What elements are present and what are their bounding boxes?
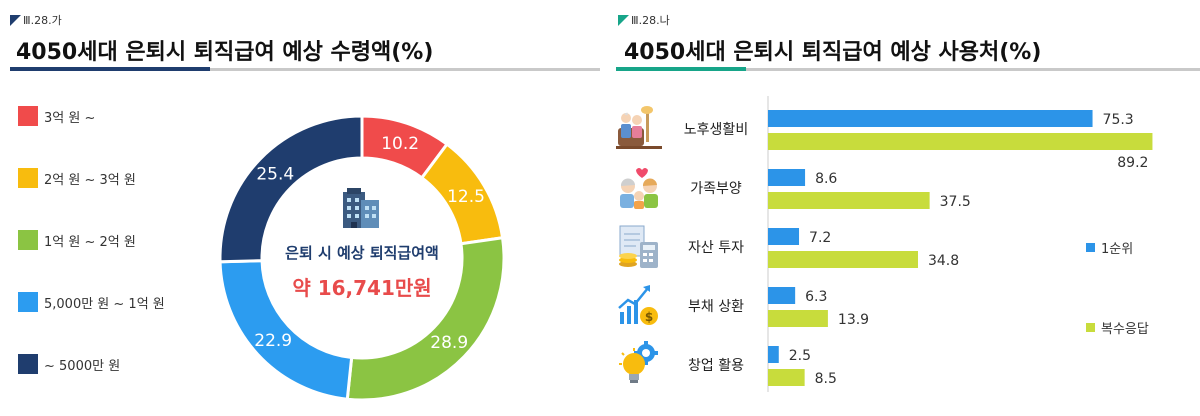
donut-slice [218,114,364,264]
bar-value-label: 37.5 [940,194,971,210]
category-label: 창업 활용 [688,358,744,374]
figure-tag-text: Ⅲ.28.나 [631,14,670,27]
lightbulb-gear-icon [619,341,658,383]
title-rule-right [616,68,1200,71]
bar-legend-item: 1순위 [1086,238,1133,257]
bar-value-label: 8.5 [815,371,837,387]
figure-tag-left: Ⅲ.28.가 [10,12,62,28]
legend-item: ~ 5000만 원 [18,354,120,374]
bar-value-label: 75.3 [1103,112,1134,128]
chart-title-left: 4050세대 은퇴시 퇴직급여 예상 수령액(%) [16,40,434,65]
legend-swatch [18,354,38,374]
corner-marker-icon [10,14,21,26]
category-label: 가족부양 [690,181,742,197]
bar-legend-label: 복수응답 [1101,322,1149,337]
title-rule-left [10,68,600,71]
office-building-icon [343,188,379,228]
corner-marker-icon [618,14,629,26]
bar [768,346,779,363]
bar [768,169,806,186]
bar [768,369,805,386]
bar-value-label: 13.9 [838,312,869,328]
bar-legend-swatch [1086,323,1095,332]
bar-legend-item: 복수응답 [1086,318,1149,337]
figure-tag-right: Ⅲ.28.나 [618,12,670,28]
slice-value-label: 10.2 [381,134,419,154]
slice-value-label: 22.9 [254,331,292,351]
center-value-text: 약 16,741만원 [292,276,432,300]
legend-swatch [18,292,38,312]
svg-text:$: $ [645,310,653,324]
legend-item: 2억 원 ~ 3억 원 [18,168,136,188]
center-title-text: 은퇴 시 예상 퇴직급여액 [285,244,439,262]
bar-value-label: 8.6 [815,171,837,187]
figure-tag-text: Ⅲ.28.가 [23,14,62,27]
bar [768,251,918,268]
bar-chart: 75.3 89.2 8.6 37.5 7.2 34.8 6.3 13.9 2.58.5 [767,96,1153,392]
bar-value-label: 6.3 [805,289,827,305]
bar [768,310,828,327]
legend-label: 5,000만 원 ~ 1억 원 [44,296,165,312]
donut-chart: 10.2 12.5 28.9 22.9 25.4 [218,114,506,402]
bar [768,133,1153,150]
donut-chart-panel: Ⅲ.28.가 4050세대 은퇴시 퇴직급여 예상 수령액(%) 3억 원 ~ 2… [10,12,600,402]
calculator-coins-icon [619,225,658,268]
category-label: 자산 투자 [688,240,744,256]
legend-swatch [18,168,38,188]
bar-value-label: 7.2 [809,230,831,246]
legend-label: 2억 원 ~ 3억 원 [44,172,136,188]
title-accent-right [616,67,746,71]
center-value: 약 16,741만원 [262,272,462,301]
bar-value-label: 34.8 [928,253,959,269]
chart-title-right: 4050세대 은퇴시 퇴직급여 예상 사용처(%) [624,40,1042,65]
bar [768,287,796,304]
legend-item: 5,000만 원 ~ 1억 원 [18,292,165,312]
bar [768,228,800,245]
slice-value-label: 12.5 [447,187,485,207]
legend-item: 3억 원 ~ [18,106,95,126]
category-label: 노후생활비 [683,122,749,138]
bar-value-label: 89.2 [1117,155,1148,171]
elderly-couple-icon [616,106,662,149]
legend-label: 1억 원 ~ 2억 원 [44,234,136,250]
legend-label: 3억 원 ~ [44,110,96,126]
bar [768,192,930,209]
growth-chart-icon: $ [618,285,658,325]
slice-value-label: 28.9 [430,333,468,353]
center-title: 은퇴 시 예상 퇴직급여액 [262,242,462,263]
legend-swatch [18,106,38,126]
family-icon [620,168,658,209]
bar-legend-label: 1순위 [1101,242,1134,257]
bar [768,110,1093,127]
bar-value-label: 2.5 [789,348,811,364]
legend-item: 1억 원 ~ 2억 원 [18,230,136,250]
bar-legend-swatch [1086,243,1095,252]
legend-label: ~ 5000만 원 [44,358,121,374]
legend-swatch [18,230,38,250]
slice-value-label: 25.4 [256,165,294,185]
category-label: 부채 상환 [688,299,744,315]
title-accent-left [10,67,210,71]
